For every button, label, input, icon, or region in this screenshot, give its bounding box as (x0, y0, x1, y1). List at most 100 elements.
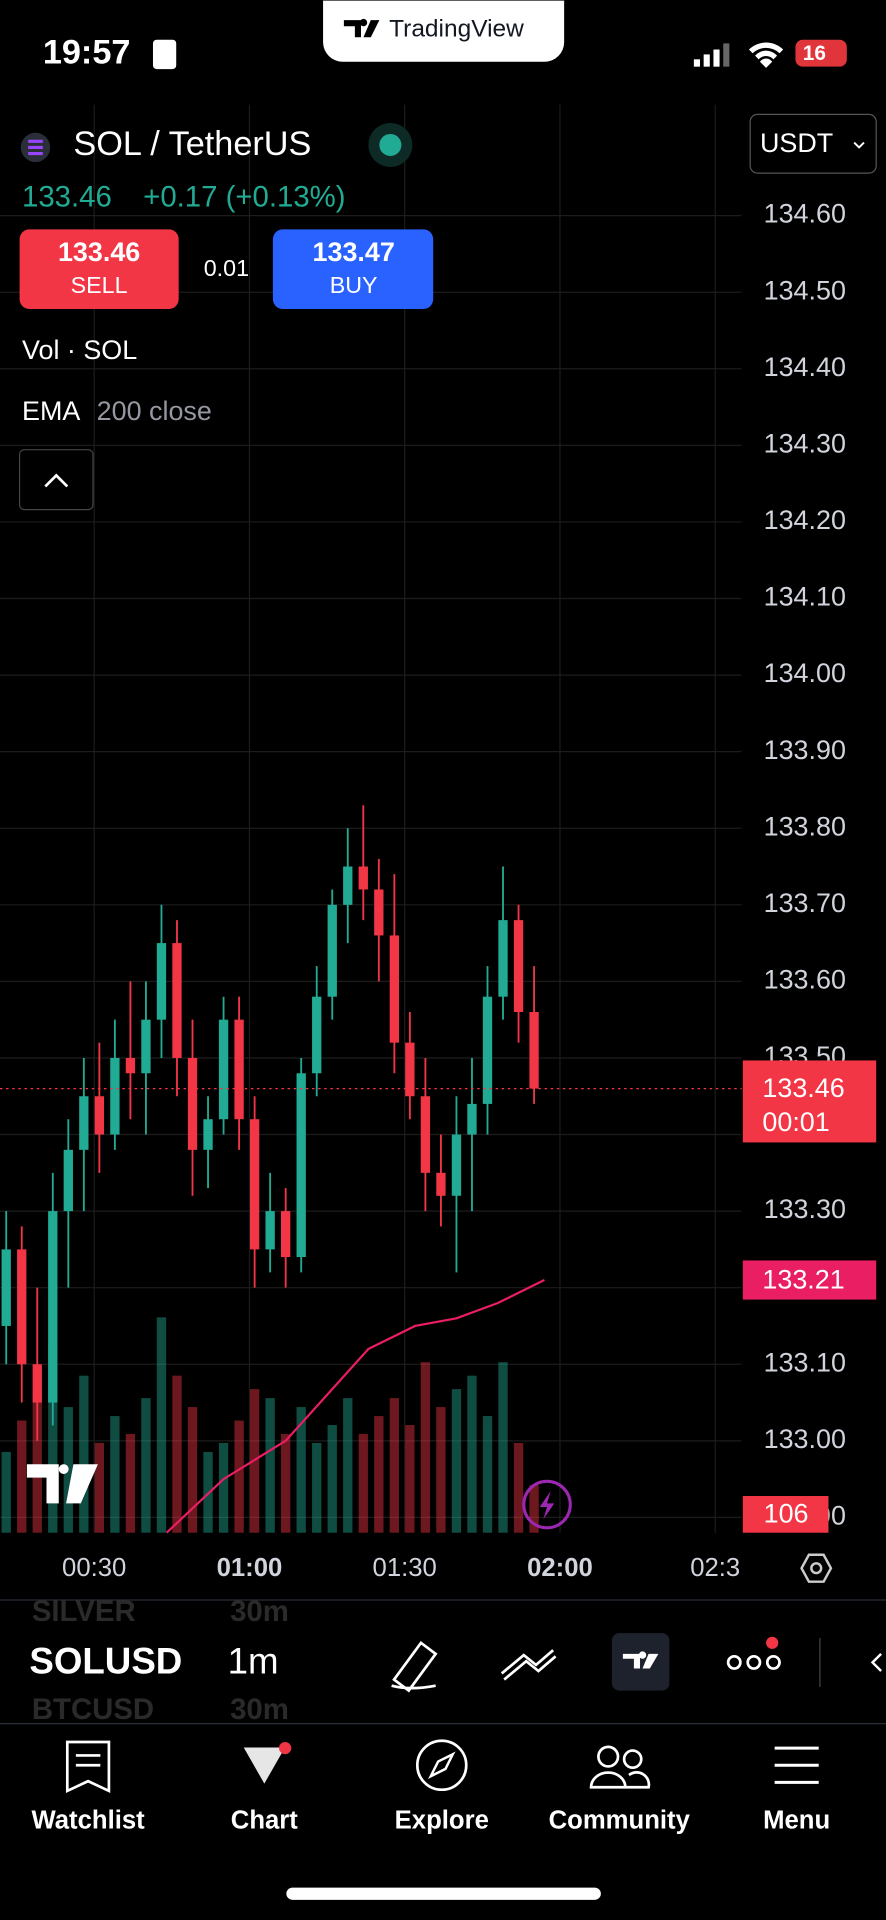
price-change: +0.17 (+0.13%) (143, 181, 345, 214)
candle-body (358, 866, 368, 890)
candle-body (343, 866, 353, 905)
y-tick-label: 133.30 (764, 1194, 846, 1224)
menu-icon[interactable] (774, 1746, 819, 1784)
indicator-icon[interactable] (500, 1649, 557, 1681)
volume-bar (79, 1375, 89, 1533)
volume-bar (48, 1344, 58, 1533)
candle-body (203, 1119, 213, 1150)
symbol[interactable]: SOL / TetherUS (73, 125, 311, 163)
tab-label[interactable]: Watchlist (31, 1806, 145, 1834)
chart: 134.60 134.50 134.40 134.30 134.20 134.10 134.… (0, 104, 877, 1534)
currency-select[interactable] (749, 113, 877, 174)
toolbar-interval[interactable]: 1m (228, 1640, 279, 1681)
candle-body (389, 935, 400, 1043)
ema-params: 200 close (97, 396, 212, 426)
draw-icon[interactable] (391, 1640, 438, 1693)
volume-bar (110, 1416, 120, 1533)
tab-label[interactable]: Chart (231, 1806, 299, 1834)
more-icon[interactable] (726, 1654, 781, 1670)
ema-name[interactable]: EMA (22, 396, 80, 426)
candle-body (125, 1057, 136, 1074)
volume-bar (405, 1425, 415, 1533)
tab-label[interactable]: Explore (395, 1806, 489, 1834)
countdown: 00:01 (762, 1107, 829, 1137)
last-price: 133.46 (22, 181, 112, 214)
sell-button[interactable] (19, 229, 179, 309)
app-badge-text: TradingView (389, 15, 524, 42)
currency: USDT (760, 128, 833, 158)
candle-body (249, 1119, 260, 1250)
volume-bar (17, 1420, 27, 1533)
watchlist-icon[interactable] (65, 1740, 111, 1794)
volume-bar (389, 1398, 400, 1533)
candle-body (451, 1134, 462, 1196)
y-tick-label: 133.90 (764, 735, 846, 765)
home-indicator (286, 1887, 601, 1900)
focus-icon (152, 39, 177, 70)
candle-body (327, 904, 337, 997)
toolbar-symbol[interactable]: SOLUSD (29, 1640, 182, 1681)
buy-button[interactable] (272, 229, 434, 309)
candle-body (312, 996, 322, 1074)
y-tick-label: 134.60 (764, 199, 846, 229)
candle-body (281, 1211, 291, 1258)
volume-bar (420, 1362, 431, 1533)
volume-bar (218, 1442, 229, 1533)
volume-bar (265, 1398, 275, 1533)
lightning-button[interactable] (522, 1479, 572, 1530)
candle-body (17, 1249, 27, 1365)
candle-body (498, 920, 508, 997)
candle-body (156, 943, 167, 1020)
explore-icon[interactable] (415, 1739, 468, 1792)
collapse-button[interactable] (18, 449, 94, 511)
sell-label: SELL (71, 272, 128, 298)
community-icon[interactable] (589, 1745, 651, 1789)
expand-icon[interactable] (870, 1653, 882, 1672)
chevron-up (44, 473, 69, 488)
chart-icon[interactable] (243, 1747, 285, 1784)
volume-bar (281, 1434, 291, 1533)
notification-dot (766, 1636, 779, 1649)
x-tick-label: 01:30 (373, 1554, 437, 1582)
next-interval: 30m (230, 1693, 289, 1726)
volume-indicator[interactable]: Vol · SOL (22, 335, 137, 365)
volume-bar (436, 1407, 446, 1533)
sell-price: 133.46 (58, 237, 140, 267)
candle-body (110, 1057, 120, 1135)
volume-bar (141, 1398, 151, 1533)
tab-label[interactable]: Community (549, 1806, 691, 1834)
x-tick-label: 02:3 (690, 1554, 740, 1582)
tv-button[interactable] (611, 1633, 670, 1691)
y-tick-label: 134.50 (764, 275, 846, 305)
time-axis: 00:30 01:00 01:30 02:00 02:3 (62, 1554, 740, 1582)
lightning-icon (539, 1491, 555, 1520)
x-tick-label: 00:30 (62, 1554, 126, 1582)
y-tick-label: 134.00 (764, 658, 846, 688)
settings-icon[interactable] (800, 1553, 833, 1583)
candle-body (187, 1057, 198, 1150)
volume-bar (312, 1442, 322, 1533)
next-symbol: BTCUSD (32, 1693, 154, 1726)
volume-bar (187, 1407, 198, 1533)
price-label-box (742, 1060, 877, 1143)
tab-label[interactable]: Menu (763, 1806, 830, 1834)
candle-body (48, 1211, 58, 1403)
volume-bar (172, 1375, 182, 1533)
tv-logo (343, 18, 380, 38)
candle-body (94, 1096, 105, 1135)
volume-bar (513, 1442, 524, 1533)
y-tick-label: 134.30 (764, 428, 846, 458)
chart-notification (279, 1741, 292, 1755)
x-tick-label: 02:00 (527, 1554, 593, 1582)
candle-body (405, 1042, 415, 1097)
candle-body (374, 889, 384, 936)
compass-needle (428, 1751, 456, 1779)
buy-price: 133.47 (313, 237, 395, 267)
candle-body (141, 1019, 151, 1074)
tab-bar: Watchlist Chart Explore Community Menu (31, 1806, 830, 1834)
volume-bar (343, 1398, 353, 1533)
battery-level: 16 (803, 42, 826, 65)
volume-bar (358, 1434, 368, 1533)
volume-bar (467, 1375, 477, 1533)
